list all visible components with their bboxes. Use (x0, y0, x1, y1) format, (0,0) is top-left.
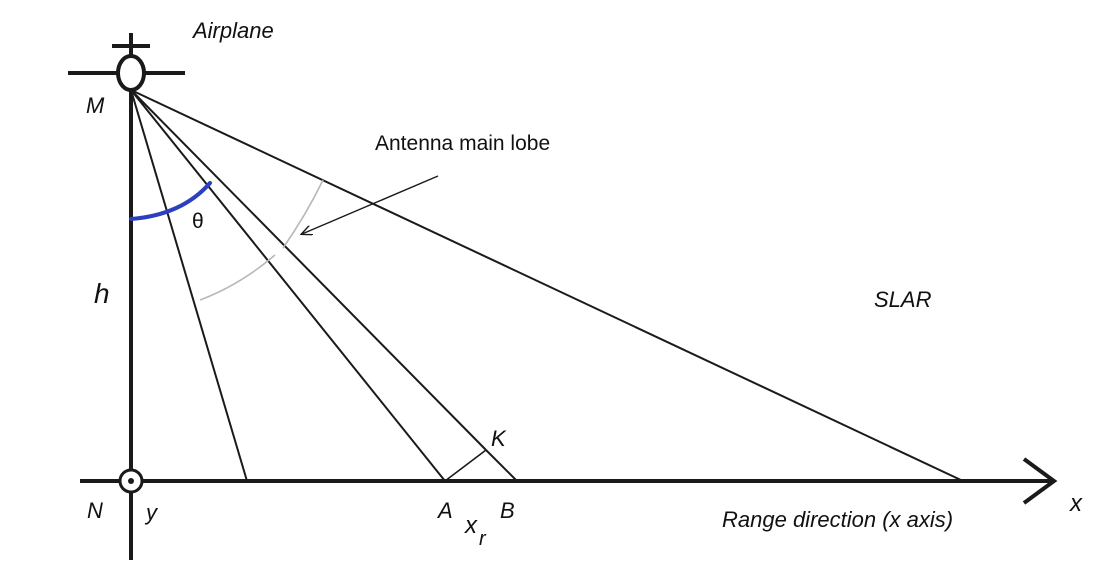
theta-label: θ (192, 210, 204, 233)
xr-label-subscript: r (479, 528, 487, 550)
lobe-arc-outer (282, 179, 324, 249)
theta-angle-arc (129, 181, 212, 221)
point-a-label: A (436, 498, 453, 523)
point-n-label: N (87, 498, 103, 523)
airplane-icon (68, 33, 185, 92)
ray-to-a (130, 89, 446, 482)
xr-label-main: x (464, 512, 478, 539)
range-direction-label: Range direction (x axis) (722, 507, 953, 532)
range-axis-arrowhead (1022, 457, 1058, 505)
ray-far-edge (130, 89, 964, 482)
ray-to-b (485, 449, 518, 482)
nadir-point-icon (118, 468, 144, 494)
point-k-label: K (491, 426, 507, 451)
antenna-main-lobe-label: Antenna main lobe (375, 132, 550, 155)
x-axis-label: x (1069, 490, 1083, 517)
ray-near-edge (130, 89, 248, 482)
ray-to-k (130, 89, 487, 451)
point-m-label: M (86, 93, 105, 118)
y-label: y (144, 500, 159, 525)
airplane-label: Airplane (191, 18, 274, 43)
slar-label: SLAR (874, 287, 932, 312)
segment-a-k (444, 449, 487, 482)
lobe-pointer-arrow (302, 175, 439, 234)
lobe-arc-inner (199, 254, 276, 301)
altitude-h-label: h (94, 278, 110, 309)
point-b-label: B (500, 498, 515, 523)
